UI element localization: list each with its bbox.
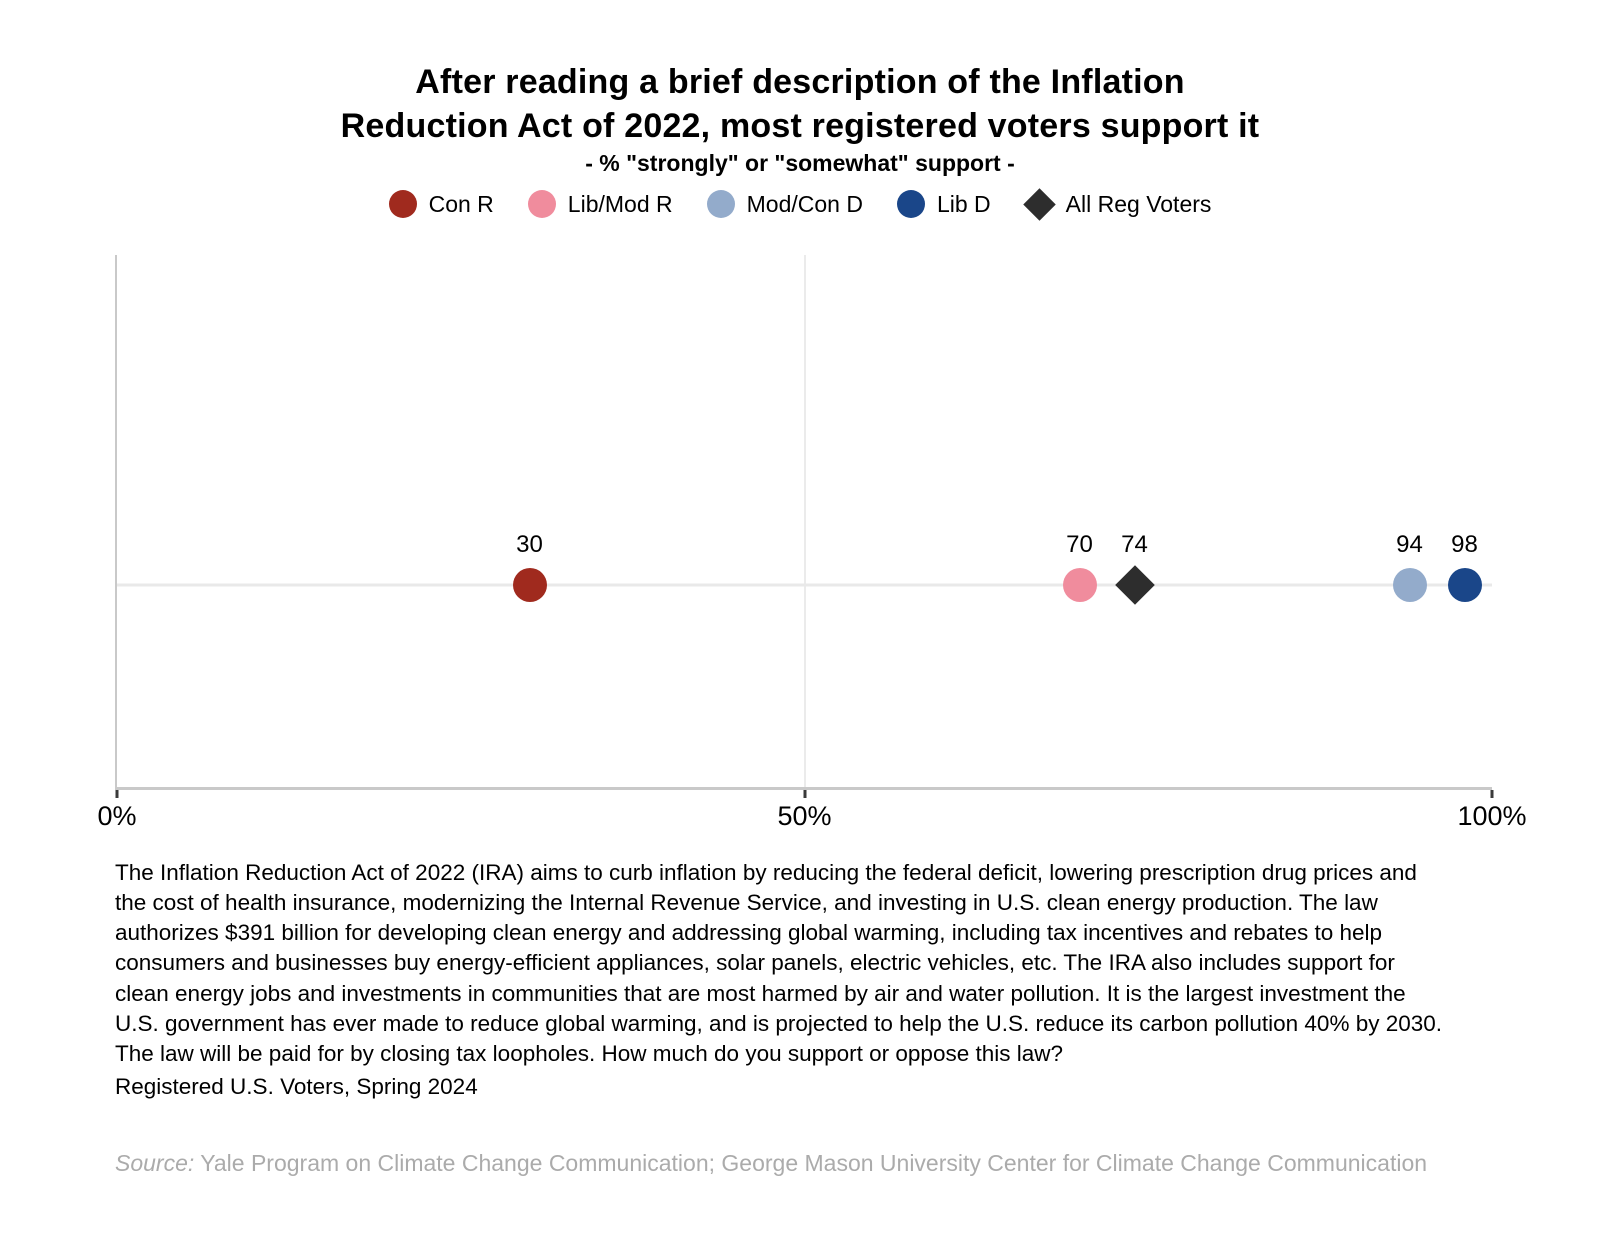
circle-swatch-icon [706,190,735,218]
dot-baseline [117,583,1492,587]
value-label: 70 [1066,531,1093,558]
population-label: Registered U.S. Voters, Spring 2024 [115,1074,478,1099]
value-label: 30 [516,531,543,558]
legend-label: Mod/Con D [746,190,863,217]
gridline-50-percent [803,255,806,787]
circle-swatch-icon [527,190,556,218]
source-text: Yale Program on Climate Change Communica… [194,1150,1428,1176]
source-prefix: Source: [115,1150,195,1176]
circle-swatch-icon [388,190,417,218]
circle-swatch-icon [896,190,925,218]
legend: Con R Lib/Mod R Mod/Con D Lib D All Reg Vote… [0,186,1600,222]
value-label: 98 [1451,531,1478,558]
x-axis-tick [115,790,119,798]
legend-item-all-reg-voters: All Reg Voters [1022,187,1212,221]
diamond-swatch-icon [1022,187,1056,221]
legend-item-lib-mod-r: Lib/Mod R [527,190,673,218]
x-axis-tick [1490,790,1494,798]
data-point-con-r [512,568,547,602]
x-axis-tick [803,790,806,798]
chart-subtitle: - % "strongly" or "somewhat" support - [585,150,1015,176]
legend-label: Con R [428,190,494,217]
legend-label: Lib/Mod R [567,190,673,217]
value-label: 94 [1396,531,1423,558]
legend-item-mod-con-d: Mod/Con D [706,190,863,218]
data-point-all-reg-voters [1114,565,1155,605]
x-axis-tick-label: 100% [1457,801,1527,831]
legend-label: Lib D [936,190,991,217]
data-point-lib-mod-r [1062,568,1097,602]
x-axis-tick-label: 0% [97,801,137,831]
legend-item-lib-d: Lib D [896,190,991,218]
legend-label: All Reg Voters [1065,190,1212,217]
plot-area: 30 70 74 94 98 0% 50% 100% [97,255,1527,831]
legend-item-con-r: Con R [388,190,494,218]
data-point-lib-d [1447,568,1482,602]
chart-title: After reading a brief description of the… [340,63,1260,146]
x-axis-tick-label: 50% [777,801,832,831]
data-point-mod-con-d [1392,568,1427,602]
value-label: 74 [1121,531,1148,558]
source-line: Source: Yale Program on Climate Change C… [115,1150,1427,1177]
survey-question-text: The Inflation Reduction Act of 2022 (IRA… [115,860,1443,1066]
